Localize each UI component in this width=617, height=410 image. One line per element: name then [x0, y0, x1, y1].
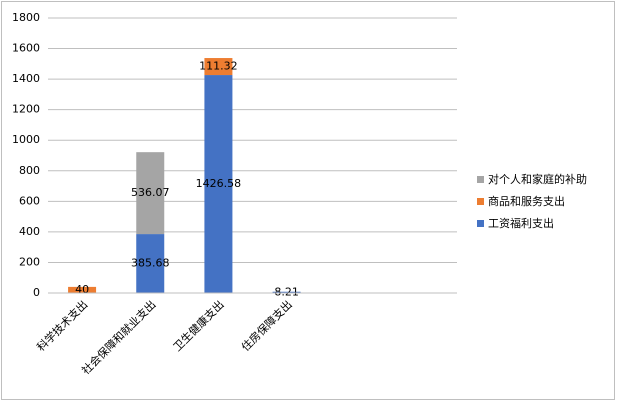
bar-segment [68, 286, 97, 293]
y-tick-label: 1000 [12, 133, 40, 146]
bar-segment [136, 152, 165, 235]
legend-swatch [477, 220, 484, 227]
y-tick-label: 1200 [12, 103, 40, 116]
data-label: 536.07 [131, 186, 170, 199]
legend-swatch [477, 198, 484, 205]
data-label: 40 [75, 283, 89, 296]
bar-segment [272, 291, 301, 293]
y-tick-label: 800 [19, 164, 40, 177]
y-tick-label: 1800 [12, 11, 40, 24]
data-label: 111.32 [199, 60, 238, 73]
data-label: 8.21 [274, 285, 299, 298]
bar-segment [204, 75, 233, 293]
legend-label: 工资福利支出 [488, 216, 554, 230]
y-tick-label: 600 [19, 194, 40, 207]
legend-label: 商品和服务支出 [488, 194, 565, 208]
legend-label: 对个人和家庭的补助 [488, 172, 587, 186]
chart-border [1, 1, 615, 400]
y-tick-label: 0 [33, 286, 40, 299]
bar-segment [204, 58, 233, 76]
y-tick-label: 1400 [12, 72, 40, 85]
y-tick-label: 1600 [12, 42, 40, 55]
data-label: 385.68 [131, 257, 170, 270]
y-tick-label: 200 [19, 255, 40, 268]
y-tick-label: 400 [19, 225, 40, 238]
bar-segment [136, 234, 165, 293]
data-label: 1426.58 [196, 177, 242, 190]
legend-swatch [477, 176, 484, 183]
